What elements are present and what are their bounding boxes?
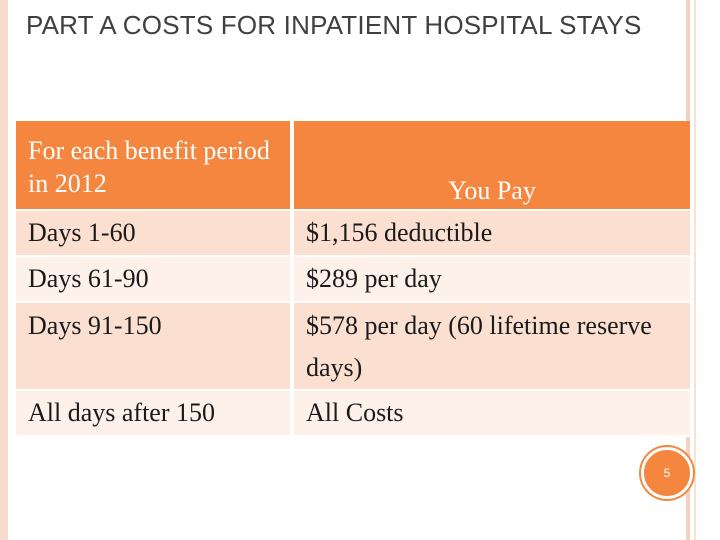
row-period-cell: Days 1-60 bbox=[16, 211, 294, 257]
left-decorative-rail bbox=[0, 0, 8, 540]
header-benefit-period: For each benefit period in 2012 bbox=[16, 121, 294, 211]
right-decorative-rail-inner bbox=[694, 0, 696, 540]
row-period-cell: All days after 150 bbox=[16, 391, 294, 437]
costs-table: For each benefit period in 2012 You Pay … bbox=[16, 121, 690, 437]
header-you-pay: You Pay bbox=[294, 121, 690, 211]
slide-title: PART A COSTS FOR INPATIENT HOSPITAL STAY… bbox=[26, 10, 642, 40]
table-row: Days 61-90 $289 per day bbox=[16, 257, 690, 303]
page-number-badge: 5 bbox=[641, 447, 693, 499]
table-row: Days 91-150 $578 per day (60 lifetime re… bbox=[16, 303, 690, 391]
table-row: All days after 150 All Costs bbox=[16, 391, 690, 437]
row-period-cell: Days 61-90 bbox=[16, 257, 294, 303]
table-row: Days 1-60 $1,156 deductible bbox=[16, 211, 690, 257]
table-header-row: For each benefit period in 2012 You Pay bbox=[16, 121, 690, 211]
row-pay-cell: $1,156 deductible bbox=[294, 211, 690, 257]
row-period-cell: Days 91-150 bbox=[16, 303, 294, 391]
row-pay-cell: $578 per day (60 lifetime reserve days) bbox=[294, 303, 690, 391]
row-pay-cell: All Costs bbox=[294, 391, 690, 437]
row-pay-cell: $289 per day bbox=[294, 257, 690, 303]
